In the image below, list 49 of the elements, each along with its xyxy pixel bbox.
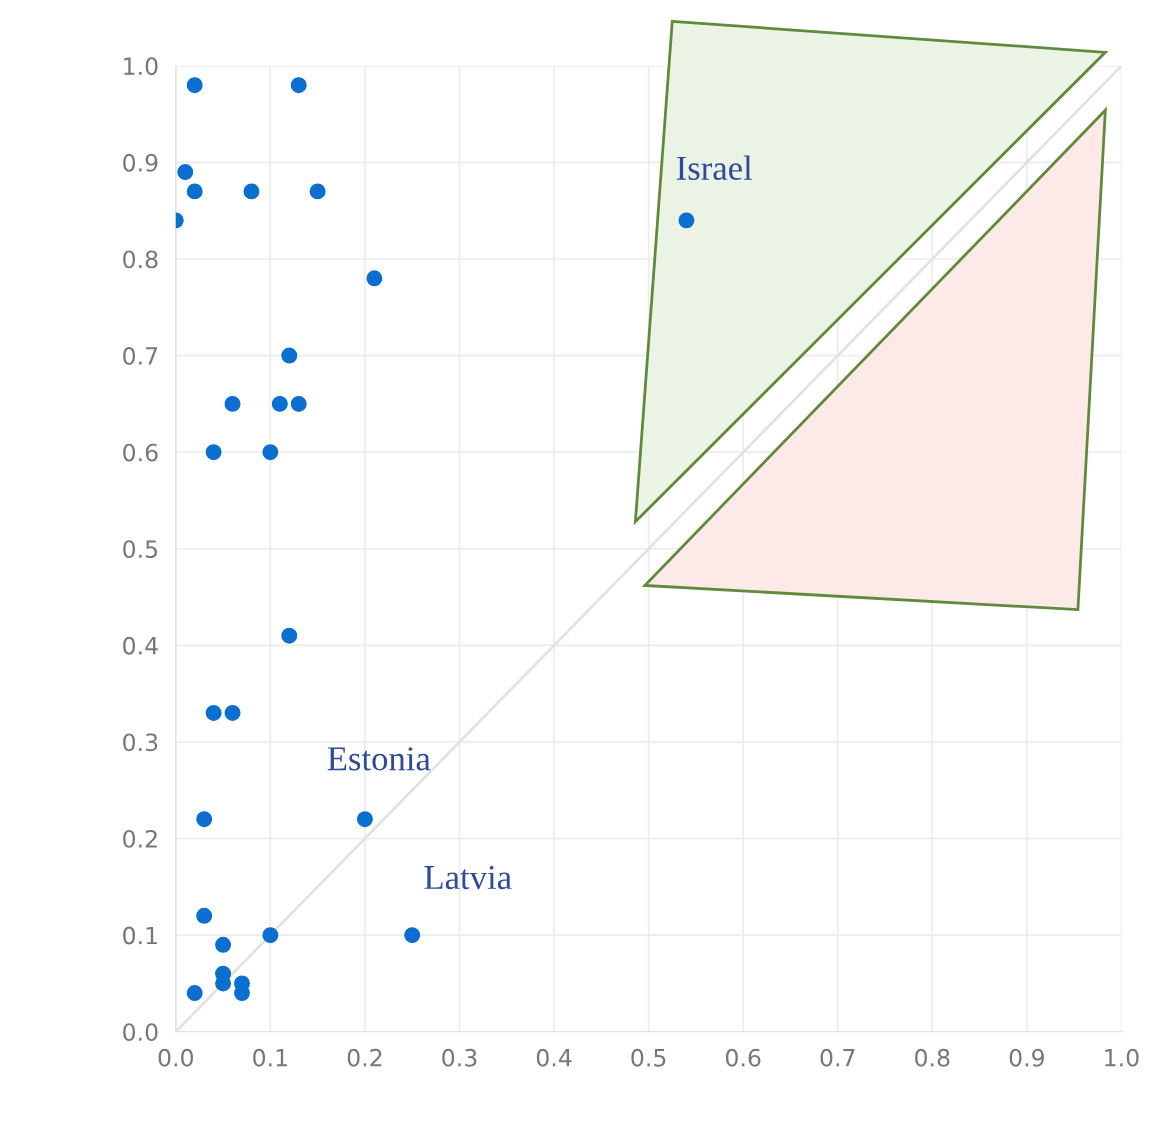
point [262,444,279,461]
point [224,704,241,721]
annotation: Israel [676,155,753,180]
point [224,395,241,412]
x-tick-label: 0.9 [1009,1048,1044,1067]
point [196,907,213,924]
y-tick-label: 0.4 [123,636,158,655]
point [290,395,307,412]
x-tick-label: 0.1 [253,1048,287,1067]
point [281,347,298,364]
x-tick-label: 0.3 [442,1048,477,1067]
x-tick-label: 1.0 [1105,1048,1139,1067]
y-tick-label: 0.7 [123,347,158,365]
y-tick-label: 0.5 [123,540,158,559]
y-tick-label: 1.0 [124,57,158,76]
point [309,183,326,200]
point [186,985,203,1002]
y-tick-label: 0.9 [123,153,158,172]
x-tick-label: 0.2 [347,1048,382,1067]
point [196,811,213,828]
x-tick-label: 0.5 [631,1048,666,1067]
point [290,77,307,94]
x-tick-label: 0.0 [158,1048,193,1067]
annotation: Estonia [327,747,431,771]
y-tick-label: 0.1 [123,926,157,945]
x-tick-label: 0.4 [536,1048,572,1067]
x-tick-label: 0.6 [725,1048,761,1067]
point [186,183,203,200]
point [281,627,298,644]
point [205,444,222,461]
point [243,183,260,200]
y-tick-label: 0.0 [123,1023,158,1042]
point [186,77,203,94]
y-tick-label: 0.3 [123,733,158,752]
annotation: Latvia [424,865,512,890]
point [366,270,383,287]
point [404,927,421,944]
y-tick-label: 0.8 [123,250,158,269]
x-tick-label: 0.7 [820,1048,855,1067]
point [678,212,695,229]
point [205,704,222,721]
y-tick-label: 0.6 [123,443,158,462]
y-tick-label: 0.2 [123,829,157,848]
point [177,164,194,181]
x-tick-label: 0.8 [915,1048,950,1067]
point [215,936,232,953]
point [271,395,288,412]
point [356,811,373,828]
point [262,927,279,944]
